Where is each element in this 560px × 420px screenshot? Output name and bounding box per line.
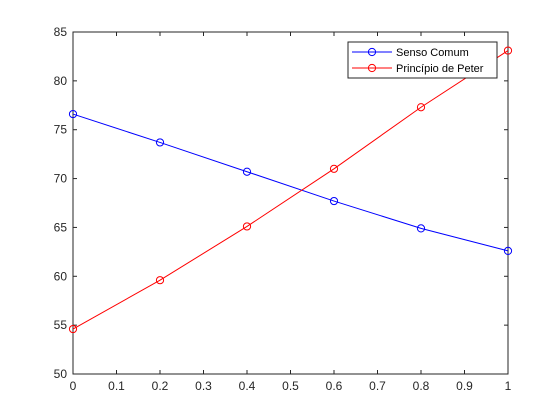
series-0 [68,109,513,255]
data-point [416,224,426,233]
data-point [68,109,78,119]
series-layer [68,46,513,334]
x-tick-label: 0.2 [152,379,169,393]
y-tick-label: 60 [54,269,68,283]
x-tick-label: 0 [70,379,77,393]
data-point [242,222,252,231]
data-point [155,138,165,147]
plot-area [72,31,509,375]
y-tick-label: 55 [54,318,68,332]
data-point [503,246,513,255]
legend-swatch-marker [367,47,377,57]
series-line [72,113,509,252]
data-point [329,196,339,206]
data-point [329,164,339,173]
y-tick-label: 85 [54,25,68,39]
x-tick-label: 0.3 [195,379,212,393]
legend-label: Senso Comum [396,47,469,59]
legend-label: Princípio de Peter [396,63,484,75]
y-tick-label: 70 [54,172,68,186]
x-tick-label: 0.6 [326,379,343,393]
data-point [242,167,252,176]
x-tick-label: 1 [505,379,512,393]
x-tick-label: 0.9 [456,379,473,393]
x-tick-label: 0.5 [282,379,299,393]
series-line [72,50,509,330]
x-tick-label: 0.1 [108,379,125,393]
y-tick-label: 80 [54,74,68,88]
axes-box [72,31,509,375]
data-point [155,276,165,285]
x-tick-label: 0.7 [369,379,386,393]
y-axis: 50 55 60 65 70 75 80 85 [54,25,508,381]
legend-swatch-marker [367,63,377,73]
x-tick-label: 0.4 [239,379,256,393]
legend-item: Princípio de Peter [352,63,484,75]
y-tick-label: 75 [54,123,68,137]
y-tick-label: 65 [54,220,68,234]
series-1 [68,46,513,334]
data-point [416,103,426,112]
x-axis: 0 0.1 0.2 0.3 0.4 0.5 0.6 0.7 0.8 0.9 1 [70,32,512,393]
legend-item: Senso Comum [352,47,469,59]
x-tick-label: 0.8 [413,379,430,393]
data-point [503,46,513,55]
y-tick-label: 50 [54,367,68,381]
data-point [68,324,78,334]
legend: Senso Comum Princípio de Peter [347,41,498,79]
